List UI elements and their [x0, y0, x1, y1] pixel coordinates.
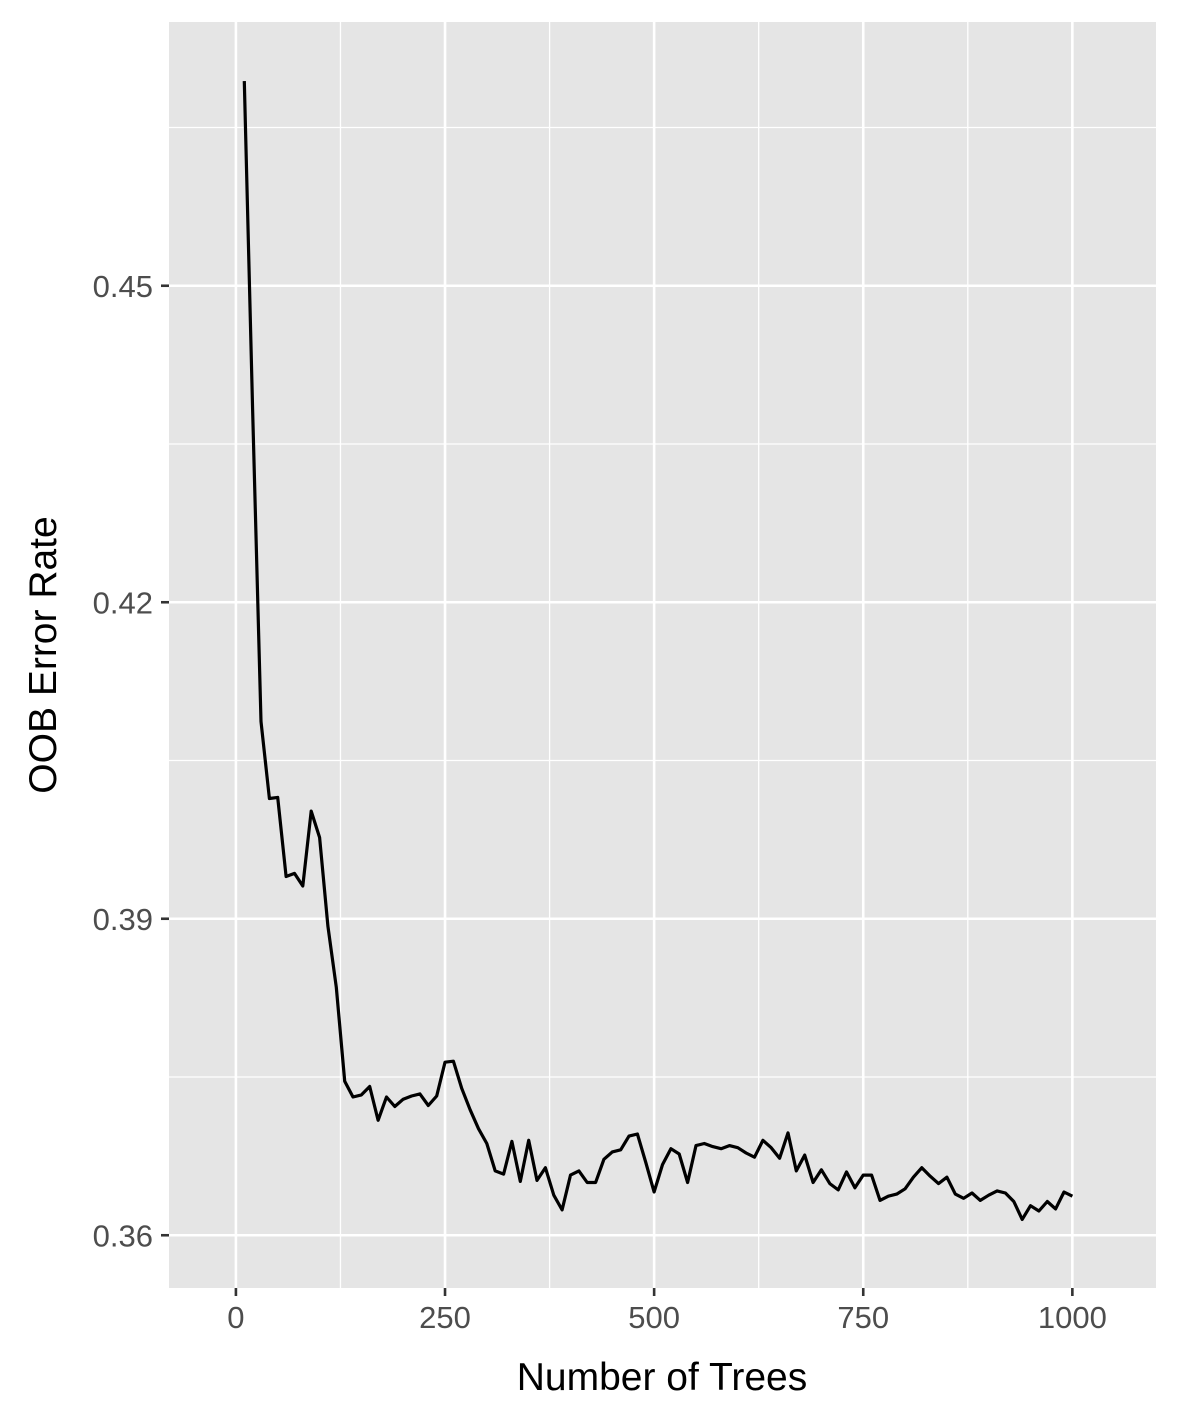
y-axis-title: OOB Error Rate — [22, 516, 65, 793]
x-tick-label: 500 — [628, 1300, 680, 1335]
x-axis-title: Number of Trees — [517, 1356, 807, 1399]
x-tick-label: 250 — [419, 1300, 471, 1335]
oob-error-line — [242, 81, 1074, 1221]
major-gridlines — [169, 22, 1156, 1288]
y-tick-label: 0.39 — [93, 902, 153, 937]
minor-gridlines — [169, 22, 1156, 1288]
y-tick-label: 0.45 — [93, 269, 153, 304]
x-tick-label: 1000 — [1038, 1300, 1107, 1335]
plot-panel — [169, 22, 1156, 1288]
axis-ticks — [161, 284, 1074, 1296]
x-tick-label: 0 — [227, 1300, 244, 1335]
x-tick-label: 750 — [837, 1300, 889, 1335]
y-tick-label: 0.36 — [93, 1218, 153, 1253]
tick-labels: 0 250 500 750 1000 0.36 0.39 0.42 0.45 — [93, 269, 1107, 1335]
y-tick-label: 0.42 — [93, 585, 153, 620]
